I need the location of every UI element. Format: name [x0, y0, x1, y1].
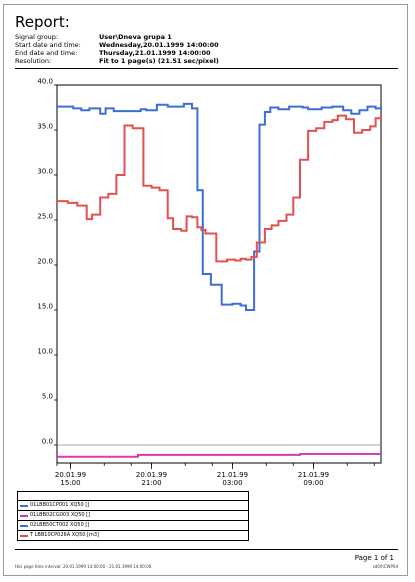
plot-area — [56, 84, 382, 464]
x-tick-label: 21.01.99 — [217, 471, 248, 479]
legend-swatch — [20, 504, 28, 507]
meta-label: Signal group: — [15, 33, 59, 41]
series-line — [57, 114, 382, 263]
y-tick-label: 30.0 — [37, 168, 53, 176]
trend-chart: 0.0 5.0 10.0 15.0 20.0 25.0 30.0 35.0 40.0 20.01.… — [37, 78, 382, 487]
y-tick-label: 5.0 — [42, 393, 53, 401]
page-number: Page 1 of 1 — [354, 554, 394, 562]
footer-id: sd0/hCWP04 — [372, 564, 398, 569]
legend-label: 01LBB01CP001 XQ50 [] — [30, 502, 90, 508]
footer-divider — [15, 549, 398, 550]
legend-item: 01LBB01CP001 XQ50 [] — [18, 501, 248, 511]
header-divider — [15, 68, 398, 69]
footer-interval: this page time interval: 20.01.1999 14:0… — [15, 564, 152, 569]
legend-swatch — [20, 514, 28, 517]
x-tick-label: 20.01.99 — [136, 471, 167, 479]
meta-value: Fit to 1 page(s) (21.51 sec/pixel) — [99, 57, 219, 65]
x-tick-label: 03:00 — [222, 479, 242, 487]
y-tick-label: 20.0 — [37, 258, 53, 266]
report-page: Report: Signal group: User\Dneva grupa 1… — [3, 4, 408, 576]
meta-signal-group: Signal group: User\Dneva grupa 1 — [15, 33, 219, 41]
legend-label: 01LBB02CG003 XQ50 [] — [30, 512, 91, 518]
y-tick-label: 10.0 — [37, 348, 53, 356]
meta-start-date: Start date and time: Wednesday,20.01.199… — [15, 41, 219, 49]
series-line — [57, 453, 381, 458]
x-tick-label: 15:00 — [60, 479, 80, 487]
legend-item: 01LBB02CG003 XQ50 [] — [18, 511, 248, 521]
legend-item: 02LBB50CT002 XQ50 [] — [18, 521, 248, 531]
meta-label: Resolution: — [15, 57, 52, 65]
x-tick-label: 21.01.99 — [298, 471, 329, 479]
legend-table: 01LBB01CP001 XQ50 [] 01LBB02CG003 XQ50 [… — [17, 491, 249, 541]
meta-label: Start date and time: — [15, 41, 81, 49]
report-title: Report: — [15, 13, 70, 31]
legend-swatch — [20, 524, 28, 527]
meta-label: End date and time: — [15, 49, 78, 57]
meta-value: Thursday,21.01.1999 14:00:00 — [99, 49, 211, 57]
legend-header — [18, 492, 248, 501]
report-meta: Signal group: User\Dneva grupa 1 Start d… — [15, 33, 219, 65]
meta-value: Wednesday,20.01.1999 14:00:00 — [99, 41, 219, 49]
y-tick-label: 0.0 — [42, 438, 53, 446]
y-tick-label: 25.0 — [37, 213, 53, 221]
footer: this page time interval: 20.01.1999 14:0… — [15, 563, 398, 571]
x-tick-label: 09:00 — [303, 479, 323, 487]
meta-end-date: End date and time: Thursday,21.01.1999 1… — [15, 49, 219, 57]
meta-resolution: Resolution: Fit to 1 page(s) (21.51 sec/… — [15, 57, 219, 65]
legend-swatch — [20, 534, 28, 537]
y-tick-label: 35.0 — [37, 123, 53, 131]
meta-value: User\Dneva grupa 1 — [99, 33, 172, 41]
series-line — [57, 102, 382, 311]
x-tick-label: 20.01.99 — [55, 471, 86, 479]
x-tick-label: 21:00 — [141, 479, 161, 487]
legend-label: T LBB10CP026A XQ50 [m3] — [30, 532, 99, 538]
legend-label: 02LBB50CT002 XQ50 [] — [30, 522, 90, 528]
y-tick-label: 40.0 — [37, 78, 53, 86]
y-tick-label: 15.0 — [37, 303, 53, 311]
legend-item: T LBB10CP026A XQ50 [m3] — [18, 531, 248, 540]
